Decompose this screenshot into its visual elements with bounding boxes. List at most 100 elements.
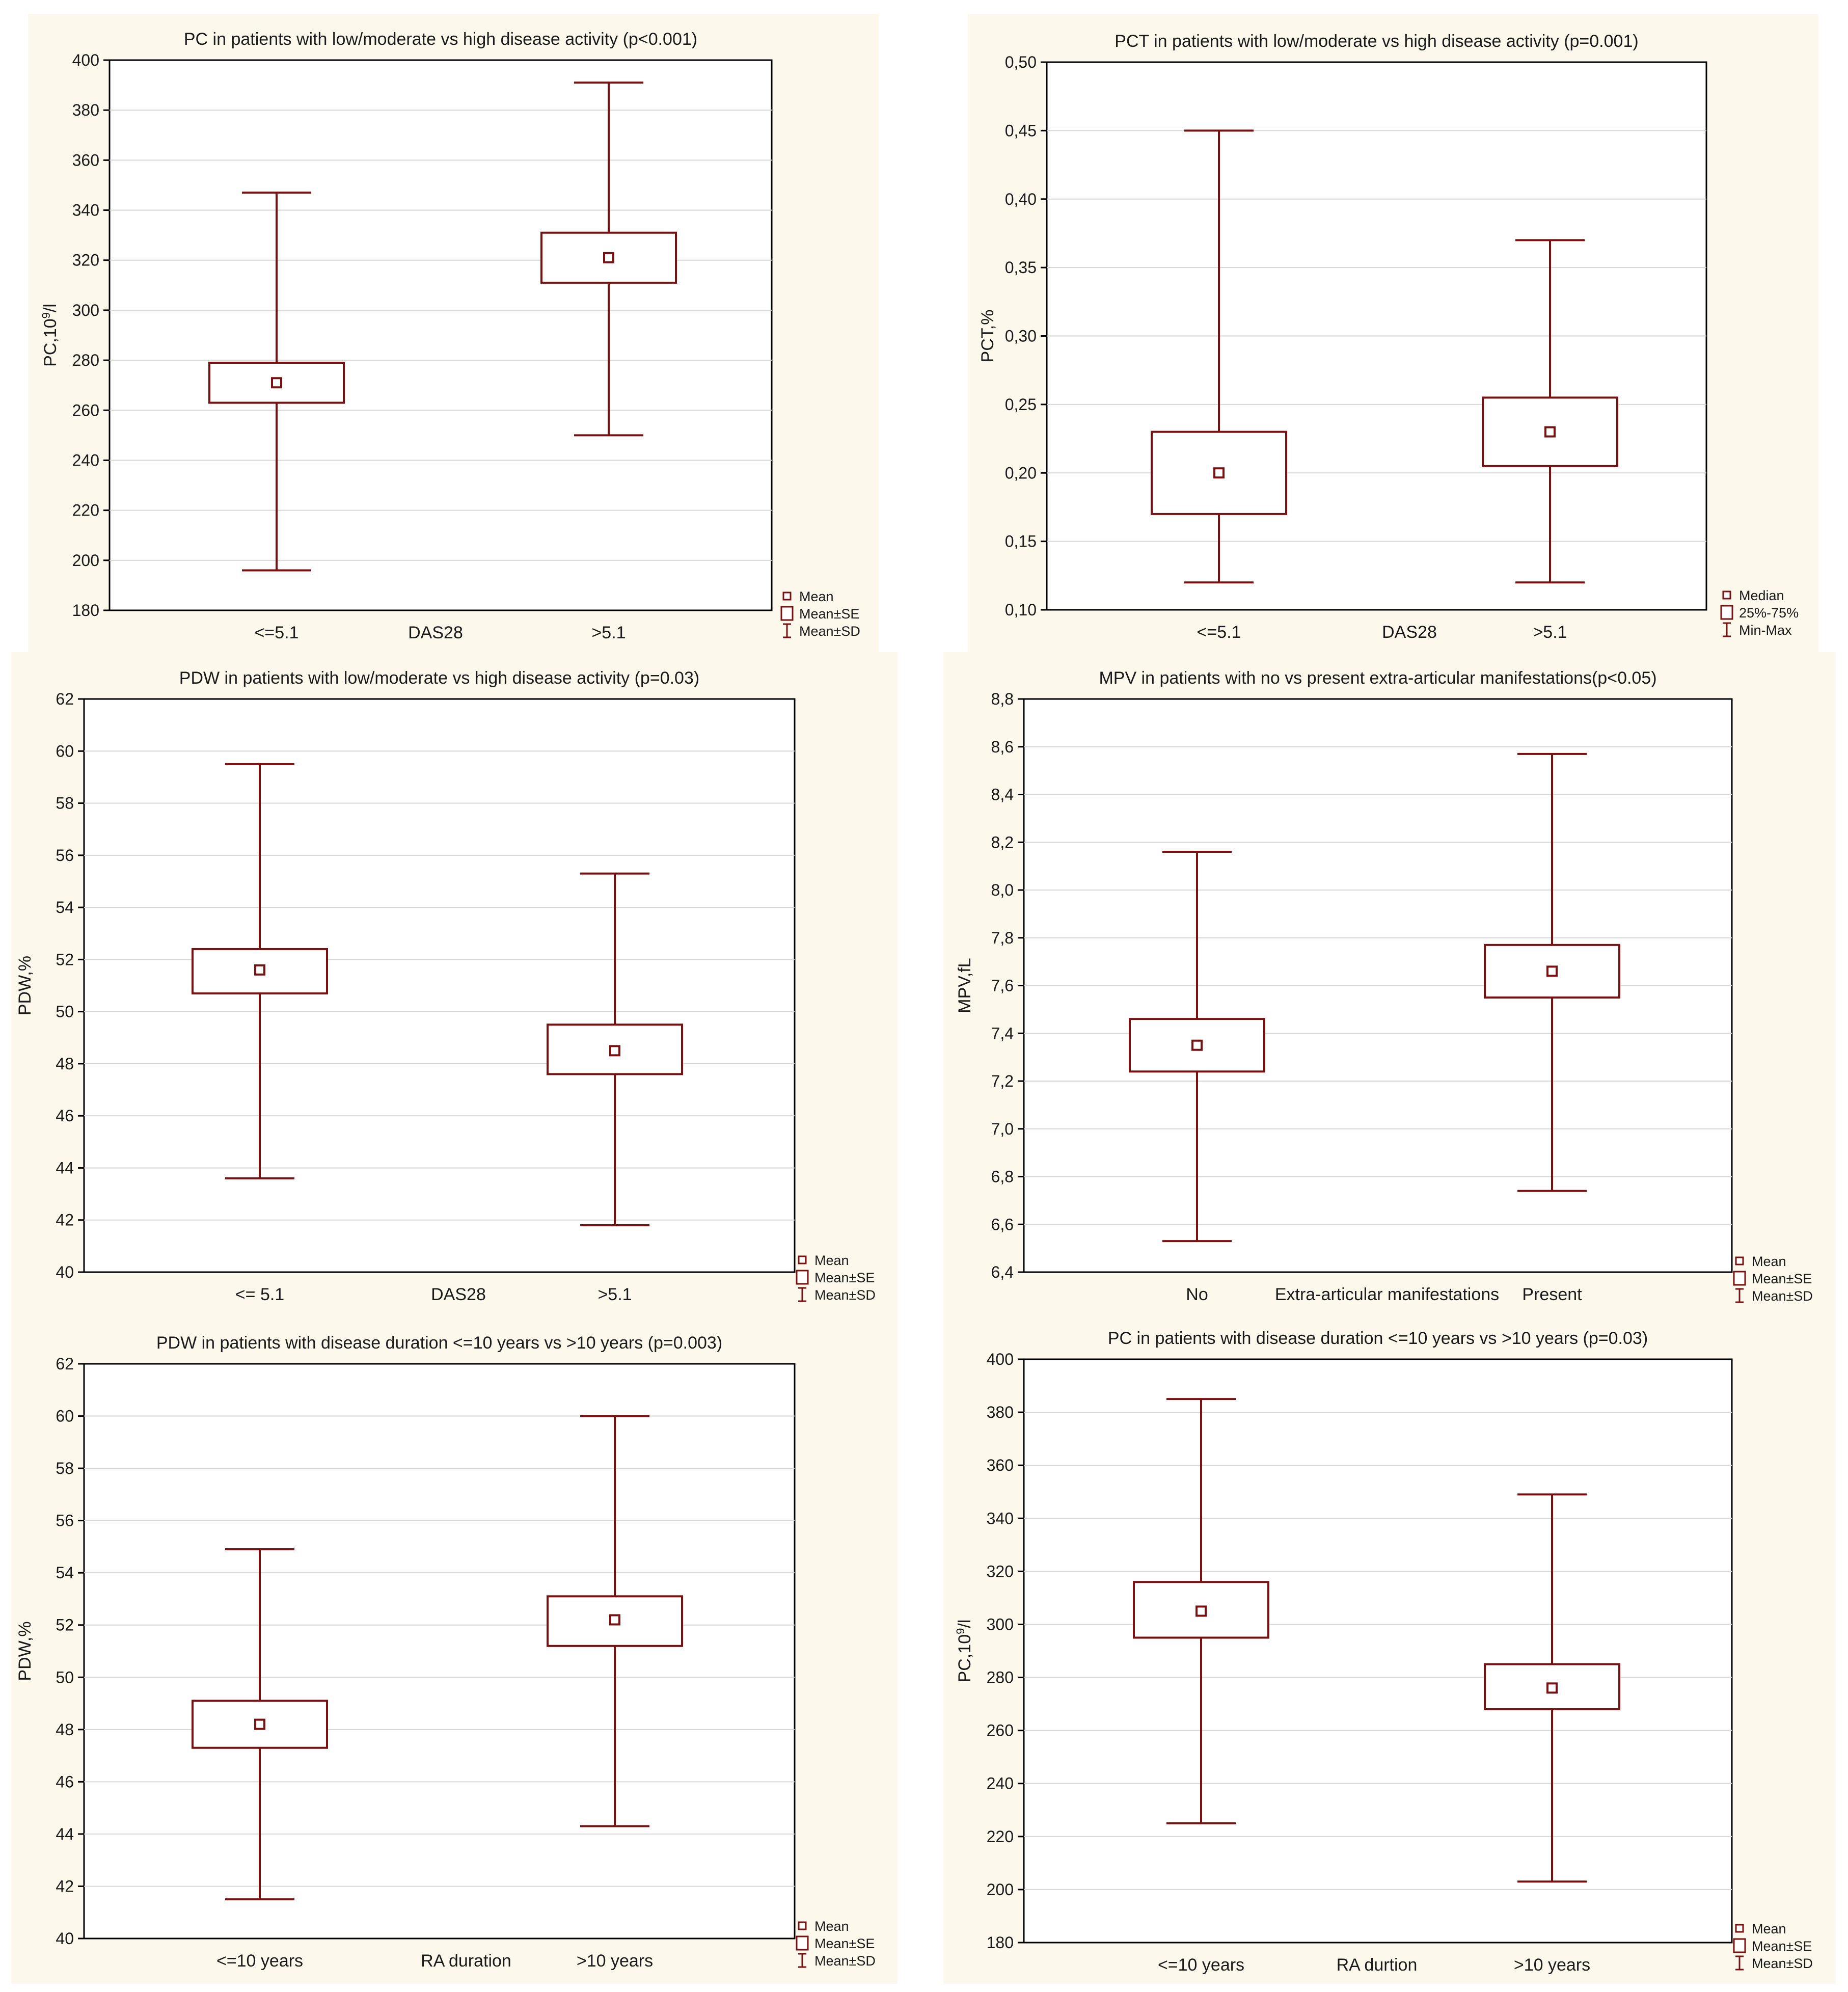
x-axis-label: Extra-articular manifestations	[1275, 1285, 1499, 1304]
center-marker	[1195, 1605, 1207, 1617]
legend-label: Mean±SE	[814, 1270, 875, 1285]
y-tick-label: 380	[987, 1403, 1014, 1421]
x-category-label: No	[1186, 1285, 1208, 1304]
y-tick-label: 380	[72, 101, 99, 119]
x-category-label: <= 5.1	[235, 1285, 284, 1304]
y-tick-label: 0,20	[1005, 464, 1037, 482]
x-category-label: <=10 years	[1158, 1955, 1244, 1975]
y-tick-label: 240	[72, 451, 99, 469]
y-tick-label: 0,30	[1005, 327, 1037, 345]
y-tick-label: 44	[56, 1159, 74, 1177]
y-tick-label: 200	[72, 551, 99, 570]
y-axis-label: MPV,fL	[955, 958, 974, 1013]
x-axis-label: DAS28	[1382, 623, 1437, 642]
y-tick-label: 180	[987, 1933, 1014, 1952]
y-tick-label: 220	[72, 501, 99, 520]
legend-label: Mean	[1752, 1254, 1786, 1269]
box-group	[192, 1548, 328, 1901]
legend: Median 25%-75% Min-Max	[1720, 588, 1799, 638]
center-marker	[1191, 1039, 1203, 1051]
y-tick-label: 200	[987, 1880, 1014, 1899]
box-group	[1482, 239, 1618, 584]
chart-panel-2: PCT in patients with low/moderate vs hig…	[968, 14, 1818, 652]
center-marker	[609, 1045, 620, 1057]
legend-label: Mean±SE	[814, 1936, 875, 1951]
y-axis-label: PCT,%	[978, 310, 997, 363]
legend-label: Mean	[814, 1253, 849, 1268]
legend-label: Mean±SE	[799, 606, 859, 622]
box-group	[208, 192, 345, 572]
legend-symbol-center	[798, 1255, 807, 1264]
x-axis-label: DAS28	[431, 1285, 486, 1304]
y-tick-label: 240	[987, 1774, 1014, 1793]
y-tick-label: 400	[72, 51, 99, 69]
y-tick-label: 40	[56, 1929, 74, 1948]
y-tick-label: 52	[56, 1616, 74, 1634]
y-tick-label: 300	[72, 301, 99, 319]
chart-title: PC in patients with disease duration <=1…	[1108, 1329, 1648, 1348]
center-marker	[1546, 965, 1558, 977]
legend-symbol-box	[780, 606, 794, 621]
legend-label: Mean	[814, 1919, 849, 1934]
y-tick-label: 6,6	[991, 1215, 1014, 1233]
x-category-label: <=5.1	[255, 623, 299, 642]
legend-symbol-center	[1722, 590, 1731, 600]
legend-label: 25%-75%	[1739, 605, 1799, 621]
y-tick-label: 220	[987, 1827, 1014, 1846]
box-group	[540, 82, 677, 437]
y-tick-label: 260	[987, 1721, 1014, 1740]
y-tick-label: 48	[56, 1055, 74, 1073]
legend: Mean Mean±SE Mean±SD	[1733, 1921, 1813, 1971]
y-tick-label: 0,10	[1005, 601, 1037, 619]
chart-title: MPV in patients with no vs present extra…	[1099, 668, 1656, 688]
x-category-label: Present	[1522, 1285, 1582, 1304]
y-tick-label: 7,8	[991, 929, 1014, 947]
y-tick-label: 320	[987, 1562, 1014, 1580]
x-category-label: <=10 years	[216, 1951, 303, 1971]
y-tick-label: 8,2	[991, 833, 1014, 851]
y-tick-label: 8,0	[991, 881, 1014, 899]
legend-symbol-box	[796, 1270, 809, 1285]
y-axis-label: PDW,%	[15, 956, 35, 1015]
x-axis-label: RA durtion	[1337, 1955, 1418, 1975]
legend-symbol-center	[1735, 1256, 1744, 1266]
y-tick-label: 40	[56, 1263, 74, 1281]
box-group	[547, 872, 683, 1226]
box-group	[547, 1415, 683, 1827]
y-tick-label: 180	[72, 601, 99, 620]
y-tick-label: 56	[56, 1512, 74, 1530]
chart-title: PDW in patients with low/moderate vs hig…	[179, 668, 699, 688]
x-category-label: >10 years	[1514, 1955, 1590, 1975]
legend-symbol-center	[782, 591, 792, 601]
chart-panel-5: PDW in patients with disease duration <=…	[11, 1312, 898, 1984]
legend-symbol-center	[798, 1921, 807, 1930]
legend-label: Mean	[799, 589, 834, 604]
y-axis-label: PC,109/l	[954, 1620, 974, 1683]
y-tick-label: 46	[56, 1772, 74, 1791]
center-marker	[603, 252, 614, 263]
y-tick-label: 42	[56, 1877, 74, 1895]
y-tick-label: 44	[56, 1825, 74, 1843]
x-axis-label: RA duration	[421, 1951, 511, 1971]
box-group	[1484, 1493, 1620, 1883]
y-tick-label: 58	[56, 794, 74, 813]
y-tick-label: 360	[72, 151, 99, 169]
y-tick-label: 8,6	[991, 738, 1014, 756]
legend-symbol-center	[1735, 1924, 1744, 1933]
y-tick-label: 7,4	[991, 1024, 1014, 1042]
chart-panel-4: MPV in patients with no vs present extra…	[943, 652, 1836, 1312]
y-tick-label: 54	[56, 898, 74, 917]
chart-title: PC in patients with low/moderate vs high…	[184, 30, 697, 49]
y-tick-label: 340	[72, 201, 99, 220]
x-category-label: >5.1	[591, 623, 626, 642]
y-tick-label: 6,8	[991, 1168, 1014, 1186]
center-marker	[254, 964, 265, 976]
plot-area	[83, 1363, 796, 1940]
box-group	[1133, 1398, 1269, 1824]
chart-panel-6: PC in patients with disease duration <=1…	[943, 1312, 1836, 1984]
legend-symbol-box	[796, 1935, 809, 1951]
y-axis-label: PC,109/l	[40, 304, 60, 367]
legend-label: Mean±SD	[1752, 1956, 1813, 1971]
box-group	[1129, 851, 1265, 1243]
y-tick-label: 0,50	[1005, 53, 1037, 71]
